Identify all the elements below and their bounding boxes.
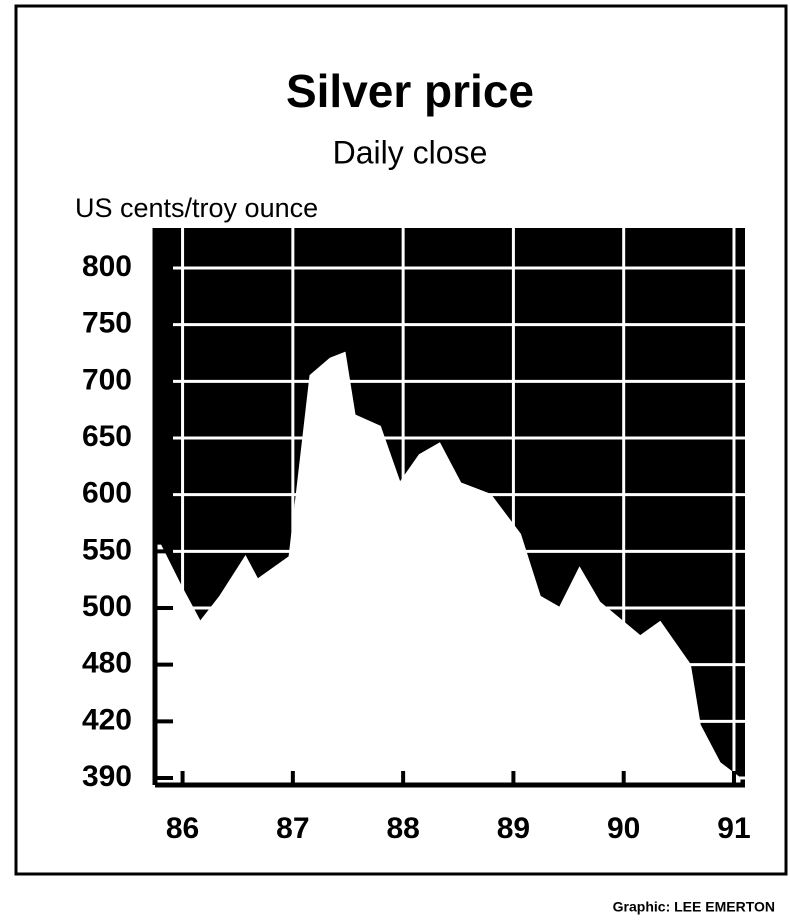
x-tick-label: 88 bbox=[386, 812, 419, 845]
plot: 800 750 700 650 600 550 500 480 420 390 86 87 88 89 90… bbox=[82, 228, 751, 845]
x-tick-label: 86 bbox=[166, 812, 199, 845]
frame bbox=[14, 4, 788, 876]
x-tick-label: 87 bbox=[276, 812, 309, 845]
credit: Graphic: LEE EMERTON bbox=[613, 899, 775, 915]
y-tick-label: 480 bbox=[82, 647, 132, 680]
price-area bbox=[154, 351, 741, 786]
y-tick-label: 600 bbox=[82, 477, 132, 510]
y-axis-label: US cents/troy ounce bbox=[75, 193, 318, 223]
chart-title: Silver price bbox=[286, 65, 534, 117]
y-tick-label: 650 bbox=[82, 420, 132, 453]
y-tick-label: 550 bbox=[82, 533, 132, 566]
y-tick-label: 390 bbox=[82, 760, 132, 793]
chart-subtitle: Daily close bbox=[333, 134, 488, 170]
x-tick-label: 89 bbox=[497, 812, 530, 845]
y-tick-label: 700 bbox=[82, 363, 132, 396]
y-tick-label: 420 bbox=[82, 703, 132, 736]
x-tick-label: 90 bbox=[607, 812, 640, 845]
y-tick-label: 500 bbox=[82, 590, 132, 623]
y-tick-label: 800 bbox=[82, 250, 132, 283]
x-tick-label: 91 bbox=[717, 812, 750, 845]
y-tick-label: 750 bbox=[82, 307, 132, 340]
